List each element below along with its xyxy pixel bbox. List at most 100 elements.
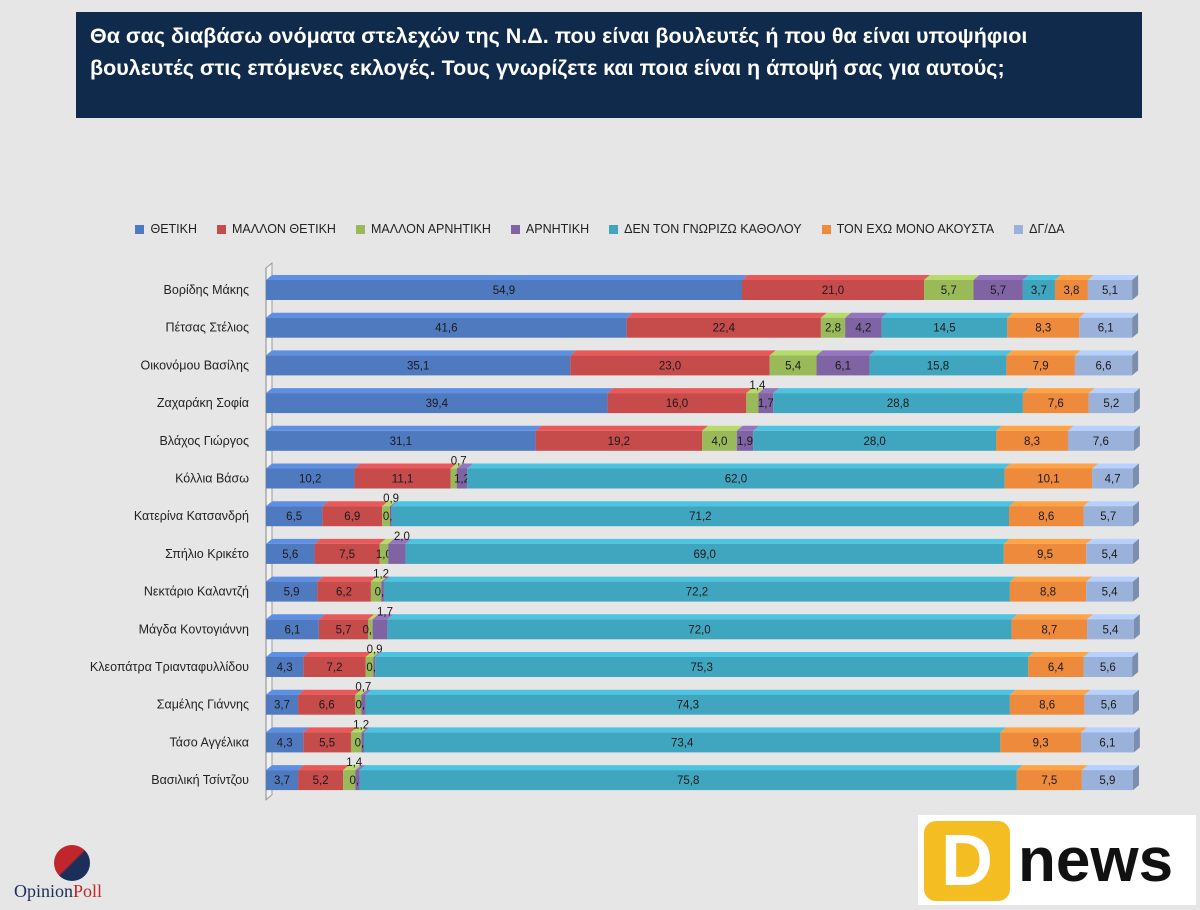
category-label: Ζαχαράκη Σοφία [157, 396, 249, 410]
data-label: 10,2 [299, 474, 321, 486]
bar-side [1132, 312, 1139, 338]
bar-segment-top [303, 652, 372, 657]
data-label: 6,6 [319, 700, 335, 712]
axis-wall [265, 261, 273, 801]
legend-label: ΜΑΛΛΟΝ ΑΡΝΗΤΙΚΗ [370, 222, 491, 236]
bar-segment [303, 732, 351, 753]
bar-segment-top [383, 576, 1016, 582]
bar-segment-top [820, 312, 852, 318]
bar-segment-top [363, 727, 1007, 733]
bar-segment-top [355, 689, 368, 695]
data-label: 5,4 [1102, 587, 1119, 599]
opinion-poll-logo-text-part1: Opinion [14, 881, 74, 901]
bar-segment [816, 355, 870, 376]
bar-segment [1083, 657, 1133, 677]
bar-segment [343, 770, 356, 791]
bar-segment [383, 581, 1010, 602]
data-label: 5,4 [1102, 624, 1119, 636]
data-label: 28,0 [863, 436, 885, 448]
bar-segment [1081, 770, 1133, 791]
bar-segment-top [266, 689, 305, 695]
bar-segment-top [266, 463, 361, 469]
bar-segment-top [845, 312, 888, 318]
bar-segment [266, 280, 742, 300]
dnews-logo-icon: D [924, 821, 1010, 901]
bar-segment [368, 619, 373, 640]
bar-segment-top [370, 576, 388, 582]
bar-segment-top [736, 425, 760, 431]
bar-segment [1009, 506, 1084, 527]
bar-segment [317, 581, 371, 602]
legend-label: ΤΟΝ ΕΧΩ ΜΟΝΟ ΑΚΟΥΣΤΑ [836, 222, 995, 236]
bar-segment-top [359, 765, 1023, 771]
legend-label: ΔΕΝ ΤΟΝ ΓΝΩΡΙΖΩ ΚΑΘΟΛΟΥ [624, 222, 802, 236]
data-label: 54,9 [493, 285, 515, 297]
bar-side [1133, 614, 1140, 640]
bar-segment [361, 694, 366, 715]
legend-label: ΜΑΛΛΟΝ ΘΕΤΙΚΗ [232, 222, 336, 236]
data-label: 7,6 [1093, 436, 1109, 448]
chart-legend: ΘΕΤΙΚΗ ΜΑΛΛΟΝ ΘΕΤΙΚΗ ΜΑΛΛΟΝ ΑΡΝΗΤΙΚΗ ΑΡΝΗΤΙ… [0, 220, 1200, 238]
bar-segment-top [746, 388, 765, 394]
bar-segment [758, 393, 774, 414]
bar-segment [298, 694, 356, 715]
data-label: 14,5 [933, 323, 955, 335]
data-label: 1,7 [377, 606, 393, 618]
bar-segment-top [1086, 538, 1139, 544]
bar-segment [266, 543, 315, 564]
bar-segment [996, 430, 1068, 451]
data-label: 23,0 [659, 360, 681, 372]
bar-segment [266, 430, 536, 451]
bar-segment-top [1081, 765, 1139, 771]
bar-segment-top [343, 765, 362, 771]
bar-side [1133, 425, 1140, 451]
bar-segment-top [361, 727, 370, 733]
bar-segment [924, 280, 974, 300]
bar-segment-top [266, 538, 321, 544]
bar-side [1133, 689, 1139, 715]
bar-segment [266, 657, 304, 677]
bar-segment [769, 355, 817, 376]
bar-segment-top [1092, 463, 1139, 469]
data-label: 1,0 [376, 549, 392, 561]
bar-segment [266, 393, 608, 414]
bar-segment [405, 543, 1004, 564]
bar-segment-top [354, 463, 457, 469]
bar-segment-top [365, 652, 380, 657]
bar-segment [266, 732, 304, 753]
bar-segment-top [266, 727, 310, 733]
bar-segment-top [702, 425, 743, 431]
bar-side [1133, 388, 1140, 414]
bar-side [1133, 765, 1139, 791]
bar-segment-top [266, 388, 614, 394]
data-label: 75,3 [690, 662, 712, 674]
bar-segment [1054, 280, 1088, 300]
data-label: 6,9 [344, 511, 360, 523]
data-label: 73,4 [671, 737, 694, 749]
legend-label: ΑΡΝΗΤΙΚΗ [525, 222, 590, 236]
data-label: 6,5 [286, 511, 302, 523]
bar-segment [626, 317, 821, 338]
bar-segment-top [1088, 388, 1140, 394]
data-label: 8,6 [1039, 700, 1055, 712]
data-label: 5,4 [785, 360, 802, 372]
bar-segment [820, 317, 846, 338]
data-label: 8,7 [1041, 624, 1057, 636]
data-label: 72,2 [686, 587, 708, 599]
bar-segment [266, 506, 323, 527]
data-label: 19,2 [608, 436, 630, 448]
legend-swatch [355, 224, 365, 234]
data-label: 16,0 [666, 398, 688, 410]
bar-segment [973, 280, 1023, 300]
bar-segment-top [1016, 765, 1088, 771]
bar-segment [379, 543, 389, 564]
bar-segment-top [1022, 275, 1061, 280]
opinion-poll-logo-text-part2: Poll [73, 881, 103, 901]
bar-segment [318, 619, 369, 640]
bar-segment [1083, 506, 1133, 527]
bar-segment [355, 694, 362, 715]
bar-segment [365, 657, 374, 677]
bar-segment [354, 468, 451, 489]
bar-segment-top [298, 689, 362, 695]
data-label: 7,5 [1041, 775, 1057, 787]
